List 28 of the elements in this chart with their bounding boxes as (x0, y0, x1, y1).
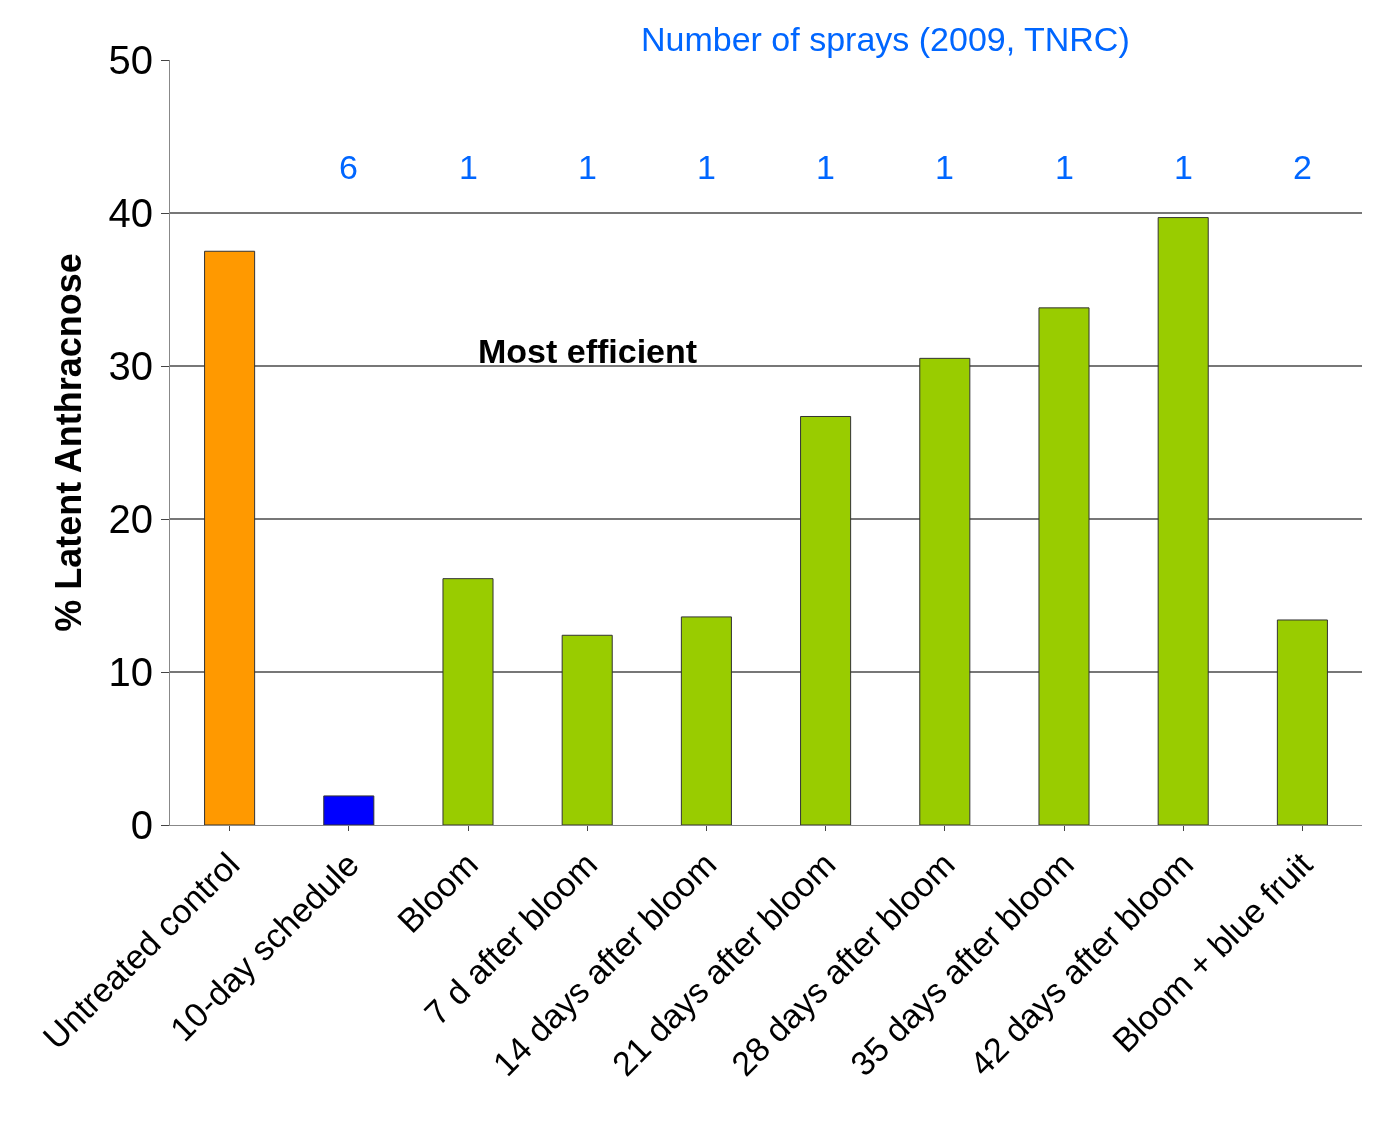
y-tick-label: 0 (130, 803, 153, 847)
y-tick-label: 30 (108, 344, 153, 388)
bar (323, 795, 375, 825)
y-tick-label: 10 (108, 650, 153, 694)
annotation: 6 (339, 148, 358, 186)
annotation: 1 (935, 148, 954, 186)
y-tick-label: 50 (108, 38, 153, 82)
annotation: 1 (697, 148, 716, 186)
bar (919, 357, 971, 825)
bar (1157, 217, 1209, 825)
annotation: 1 (459, 148, 478, 186)
annotation: 1 (1055, 148, 1074, 186)
bar (1038, 307, 1090, 825)
bar (800, 415, 852, 825)
annotation: 1 (1174, 148, 1193, 186)
bar (680, 616, 732, 825)
bar (1276, 619, 1328, 825)
annotation: 1 (816, 148, 835, 186)
y-axis-title: % Latent Anthracnose (48, 253, 90, 632)
y-tick-label: 40 (108, 191, 153, 235)
annotation: Most efficient (478, 332, 698, 370)
annotation: 1 (578, 148, 597, 186)
bar (204, 250, 256, 825)
y-tick-label: 20 (108, 497, 153, 541)
text: Number of sprays (2009, TNRC) (641, 20, 1130, 58)
bar (442, 578, 494, 825)
annotation: 2 (1293, 148, 1312, 186)
bar (561, 634, 613, 825)
